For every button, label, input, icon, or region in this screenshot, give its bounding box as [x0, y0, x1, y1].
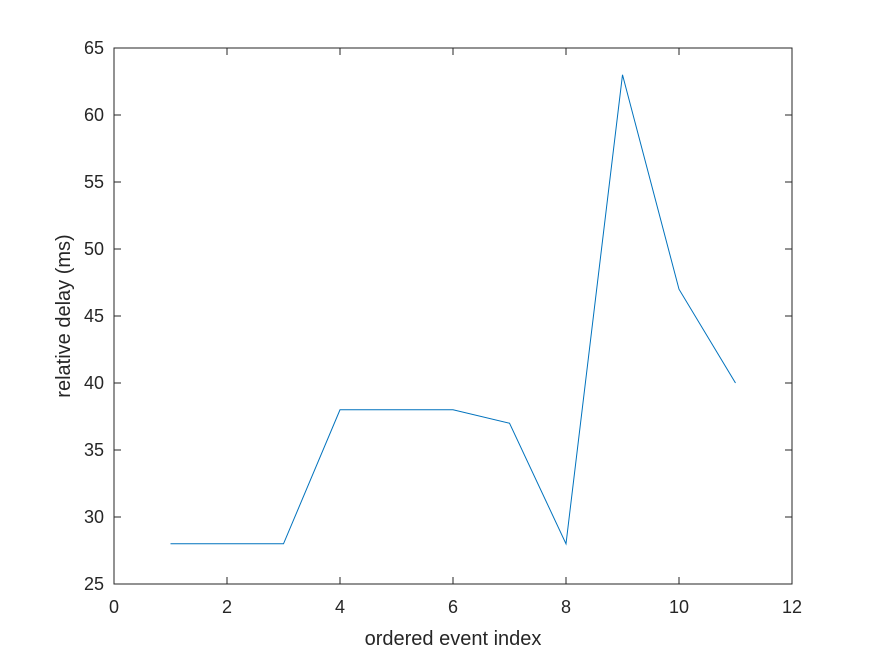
x-tick-label: 2 [222, 597, 232, 617]
y-tick-label: 40 [84, 373, 104, 393]
x-tick-label: 10 [669, 597, 689, 617]
y-axis-label: relative delay (ms) [53, 234, 75, 397]
x-tick-label: 0 [109, 597, 119, 617]
y-tick-label: 30 [84, 507, 104, 527]
x-tick-label: 12 [782, 597, 802, 617]
x-tick-label: 4 [335, 597, 345, 617]
x-tick-label: 6 [448, 597, 458, 617]
x-tick-label: 8 [561, 597, 571, 617]
plot-area [113, 47, 793, 585]
series-line [170, 74, 736, 546]
y-tick-label: 45 [84, 306, 104, 326]
y-tick-label: 65 [84, 38, 104, 58]
x-axis: 0 2 4 6 8 10 12 [109, 48, 802, 617]
x-axis-label: ordered event index [365, 628, 542, 650]
y-tick-label: 55 [84, 172, 104, 192]
y-axis: 25 30 35 40 45 50 55 60 65 [84, 38, 792, 594]
y-tick-label: 50 [84, 239, 104, 259]
y-tick-label: 25 [84, 574, 104, 594]
series-layer [170, 74, 736, 546]
y-tick-label: 60 [84, 105, 104, 125]
y-tick-label: 35 [84, 440, 104, 460]
